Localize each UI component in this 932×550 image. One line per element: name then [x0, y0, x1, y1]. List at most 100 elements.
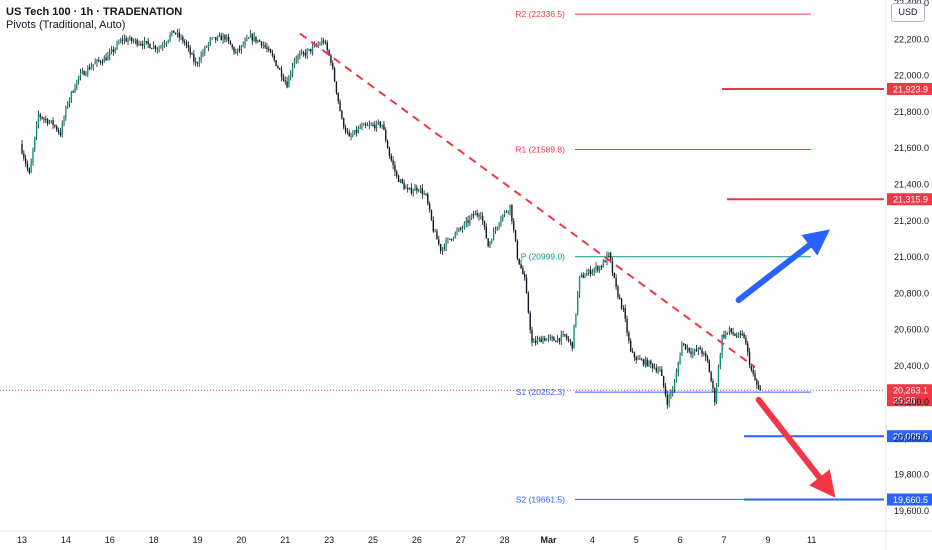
candle-body — [377, 121, 380, 123]
candle-body — [480, 216, 482, 218]
candle-body — [249, 34, 252, 38]
candle-body — [127, 39, 129, 42]
candle-body — [107, 55, 109, 61]
candle-body — [291, 66, 294, 74]
candle-body — [187, 45, 190, 48]
level-tag-label: 21,315.9 — [893, 195, 928, 205]
candle-body — [262, 45, 264, 47]
x-tick-label: 13 — [17, 535, 27, 545]
candle-body — [653, 367, 656, 369]
candle-body — [412, 190, 414, 193]
candle-body — [549, 337, 551, 339]
candle-body — [174, 32, 177, 34]
candle-body — [472, 214, 475, 216]
candle-body — [534, 340, 537, 343]
candle-body — [353, 130, 356, 135]
level-tag — [887, 193, 932, 206]
level-tag — [887, 82, 932, 95]
candle-body — [81, 71, 84, 73]
candle-body — [642, 359, 645, 365]
projection-arrows — [735, 229, 836, 498]
candle-body — [46, 119, 49, 124]
y-tick-label: 21,600.0 — [894, 143, 929, 153]
candle-body — [441, 247, 444, 252]
pivot-label: R1 (21589.8) — [515, 145, 565, 155]
candle-body — [140, 44, 142, 46]
y-tick-label: 19,600.0 — [894, 506, 929, 516]
candle-body — [403, 182, 405, 189]
candle-body — [582, 274, 584, 278]
candle-body — [343, 118, 345, 128]
candle-body — [410, 187, 413, 193]
candle-body — [547, 337, 550, 339]
candle-body — [421, 188, 424, 195]
candle-body — [741, 333, 743, 335]
candle-body — [452, 237, 455, 240]
candle-body — [648, 360, 650, 366]
price-axis[interactable]: 22,400.022,200.022,000.021,800.021,600.0… — [885, 0, 929, 550]
candle-body — [692, 352, 694, 354]
y-tick-label: 22,200.0 — [894, 34, 929, 44]
candle-body — [65, 107, 67, 118]
candle-body — [226, 36, 228, 40]
candle-body — [396, 171, 398, 176]
candle-body — [143, 40, 146, 46]
candle-body — [251, 34, 254, 41]
candle-body — [244, 40, 246, 46]
candle-body — [68, 99, 71, 104]
candle-body — [425, 193, 427, 195]
candle-body — [679, 355, 681, 364]
candle-body — [23, 153, 25, 159]
candle-body — [564, 334, 566, 336]
candle-body — [728, 328, 731, 332]
candle-body — [748, 351, 751, 365]
candle-body — [567, 338, 570, 341]
candle-body — [288, 76, 290, 88]
candle-body — [321, 40, 323, 45]
symbol-title[interactable]: US Tech 100 · 1h · TRADENATION — [6, 6, 183, 18]
candle-body — [306, 50, 308, 56]
candle-body — [145, 40, 148, 42]
candle-body — [577, 293, 579, 314]
x-tick-label: 19 — [192, 535, 202, 545]
candle-body — [101, 62, 104, 64]
candle-body — [202, 52, 204, 55]
candle-body — [443, 247, 445, 249]
trendline — [299, 32, 756, 369]
candle-body — [736, 335, 738, 337]
candle-body — [282, 77, 285, 81]
candle-body — [518, 258, 520, 265]
candle-body — [659, 369, 661, 371]
candle-body — [295, 59, 297, 61]
x-tick-label: 27 — [456, 535, 466, 545]
time-axis[interactable]: 13 14 16 18 19 20 21 23 25 26 27 28 Mar 4 5 6 7 9 11 — [0, 530, 932, 545]
candle-body — [556, 338, 559, 343]
candle-body — [99, 61, 102, 63]
candle-body — [88, 67, 91, 70]
candle-body — [460, 228, 462, 230]
candle-body — [350, 136, 352, 138]
candle-body — [536, 339, 539, 343]
pivot-label: P (20999.0) — [521, 252, 565, 262]
candle-body — [630, 340, 632, 352]
x-tick-label: 21 — [280, 535, 290, 545]
candle-body — [690, 351, 692, 354]
candle-body — [578, 276, 581, 294]
candle-body — [454, 232, 456, 238]
x-tick-label: 6 — [678, 535, 683, 545]
candle-body — [640, 359, 643, 361]
candle-body — [527, 293, 530, 313]
candle-body — [668, 395, 670, 405]
candle-body — [61, 123, 63, 135]
candle-body — [531, 329, 533, 343]
candle-body — [533, 340, 535, 343]
indicator-legend[interactable]: Pivots (Traditional, Auto) — [6, 19, 126, 31]
candle-body — [372, 124, 374, 126]
x-tick-label: Mar — [540, 535, 557, 545]
arrow-up-shaft — [735, 242, 813, 304]
currency-button[interactable]: USD — [891, 3, 925, 22]
candle-body — [220, 35, 222, 41]
candle-body — [171, 30, 173, 35]
candle-body — [587, 269, 590, 274]
